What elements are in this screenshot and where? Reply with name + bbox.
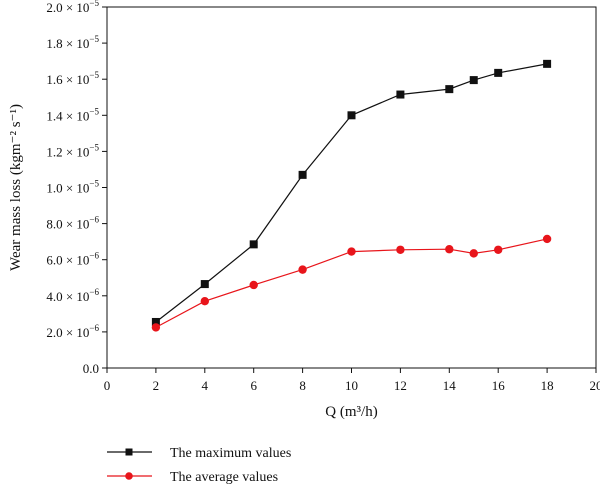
y-tick-label: 1.8 × 10−5	[46, 34, 99, 51]
data-point	[494, 68, 503, 77]
y-tick-label: 1.0 × 10−5	[46, 179, 99, 196]
data-point	[347, 247, 356, 256]
x-tick-label: 12	[394, 378, 407, 393]
legend-item-maximum: The maximum values	[107, 446, 291, 461]
data-point	[543, 59, 552, 68]
x-axis-title: Q (m³/h)	[325, 404, 377, 420]
y-tick-label: 4.0 × 10−6	[46, 287, 99, 304]
y-axis-title: Wear mass loss (kgm⁻² s⁻¹)	[8, 104, 24, 271]
x-tick-label: 0	[104, 378, 111, 393]
legend-label-maximum: The maximum values	[170, 446, 291, 461]
data-point	[200, 280, 209, 289]
x-tick-label: 8	[299, 378, 306, 393]
series-average	[151, 234, 552, 332]
y-axis-ticks: 0.0 2.0 × 10−6 4.0 × 10−6 6.0 × 10−6 8.0 × 1…	[46, 0, 107, 376]
data-point	[396, 90, 405, 99]
legend-marker-average	[125, 472, 133, 480]
x-tick-label: 4	[202, 378, 209, 393]
data-point	[298, 170, 307, 179]
x-tick-label: 18	[541, 378, 554, 393]
data-point	[298, 265, 307, 274]
x-tick-label: 6	[250, 378, 257, 393]
data-point	[445, 85, 454, 94]
series-line	[155, 63, 548, 323]
data-point	[249, 240, 258, 249]
data-point	[542, 234, 552, 244]
legend: The maximum values The average values	[107, 446, 291, 485]
series-maximum	[151, 59, 552, 326]
data-point	[469, 249, 478, 258]
x-tick-label: 16	[492, 378, 506, 393]
y-tick-label: 1.2 × 10−5	[46, 142, 99, 159]
legend-item-average: The average values	[107, 470, 278, 485]
x-tick-label: 14	[443, 378, 457, 393]
y-tick-label: 0.0	[83, 361, 99, 376]
data-point	[200, 297, 209, 306]
y-tick-label: 1.4 × 10−5	[46, 106, 99, 123]
x-tick-label: 2	[153, 378, 160, 393]
y-tick-label: 8.0 × 10−6	[46, 215, 99, 232]
data-point	[445, 245, 454, 254]
data-point	[469, 76, 478, 85]
legend-label-average: The average values	[170, 470, 278, 485]
x-axis-ticks: 0 2 4 6 8 10 12 14 16 18 20	[104, 368, 600, 393]
data-point	[347, 111, 356, 120]
y-tick-label: 1.6 × 10−5	[46, 70, 99, 87]
data-point	[396, 245, 405, 254]
data-point	[249, 280, 258, 290]
legend-marker-maximum	[125, 448, 133, 456]
y-tick-label: 6.0 × 10−6	[46, 251, 99, 268]
x-tick-label: 10	[345, 378, 358, 393]
data-point	[151, 317, 160, 326]
series-line	[155, 238, 548, 328]
y-tick-label: 2.0 × 10−6	[46, 323, 99, 340]
data-point	[151, 323, 161, 332]
series-layer	[151, 59, 552, 332]
x-tick-label: 20	[590, 378, 600, 393]
data-point	[494, 245, 503, 254]
y-tick-label: 2.0 × 10−5	[46, 0, 99, 15]
